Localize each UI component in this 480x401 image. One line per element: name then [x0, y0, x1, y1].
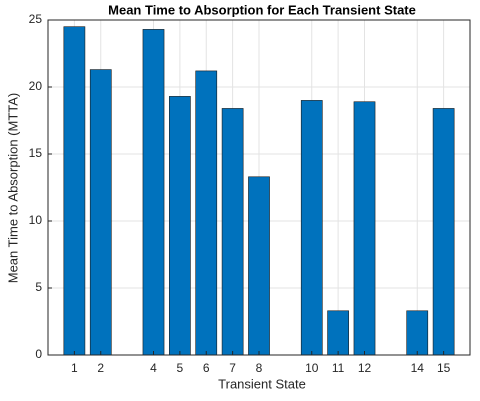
y-axis-label: Mean Time to Absorption (MTTA) [5, 93, 20, 284]
x-tick-label: 8 [256, 361, 263, 375]
y-tick-label: 5 [35, 280, 42, 294]
x-tick-label: 5 [177, 361, 184, 375]
bar [89, 69, 112, 356]
chart-title: Mean Time to Absorption for Each Transie… [108, 2, 416, 17]
bar [248, 176, 270, 356]
x-axis-label: Transient State [218, 376, 306, 391]
bar [432, 108, 455, 356]
x-tick-label: 7 [229, 361, 236, 375]
y-tick-label: 15 [29, 146, 43, 160]
bar [406, 310, 429, 356]
bar [142, 29, 165, 356]
x-tick-label: 14 [411, 361, 425, 375]
bar [195, 70, 218, 356]
x-tick-label: 1 [71, 361, 78, 375]
bar [63, 26, 86, 356]
bar [169, 96, 191, 356]
bar [327, 310, 349, 356]
x-tick-label: 12 [358, 361, 372, 375]
x-tick-label: 11 [332, 361, 345, 375]
y-tick-label: 10 [29, 213, 43, 227]
y-tick-label: 20 [29, 79, 43, 93]
x-tick-label: 2 [97, 361, 104, 375]
bar [221, 108, 244, 356]
x-tick-label: 4 [150, 361, 157, 375]
y-tick-label: 25 [29, 12, 43, 26]
bar [353, 101, 376, 356]
x-tick-label: 15 [437, 361, 451, 375]
x-tick-label: 6 [203, 361, 210, 375]
x-tick-label: 10 [305, 361, 319, 375]
y-tick-label: 0 [35, 347, 42, 361]
bar [300, 100, 323, 356]
